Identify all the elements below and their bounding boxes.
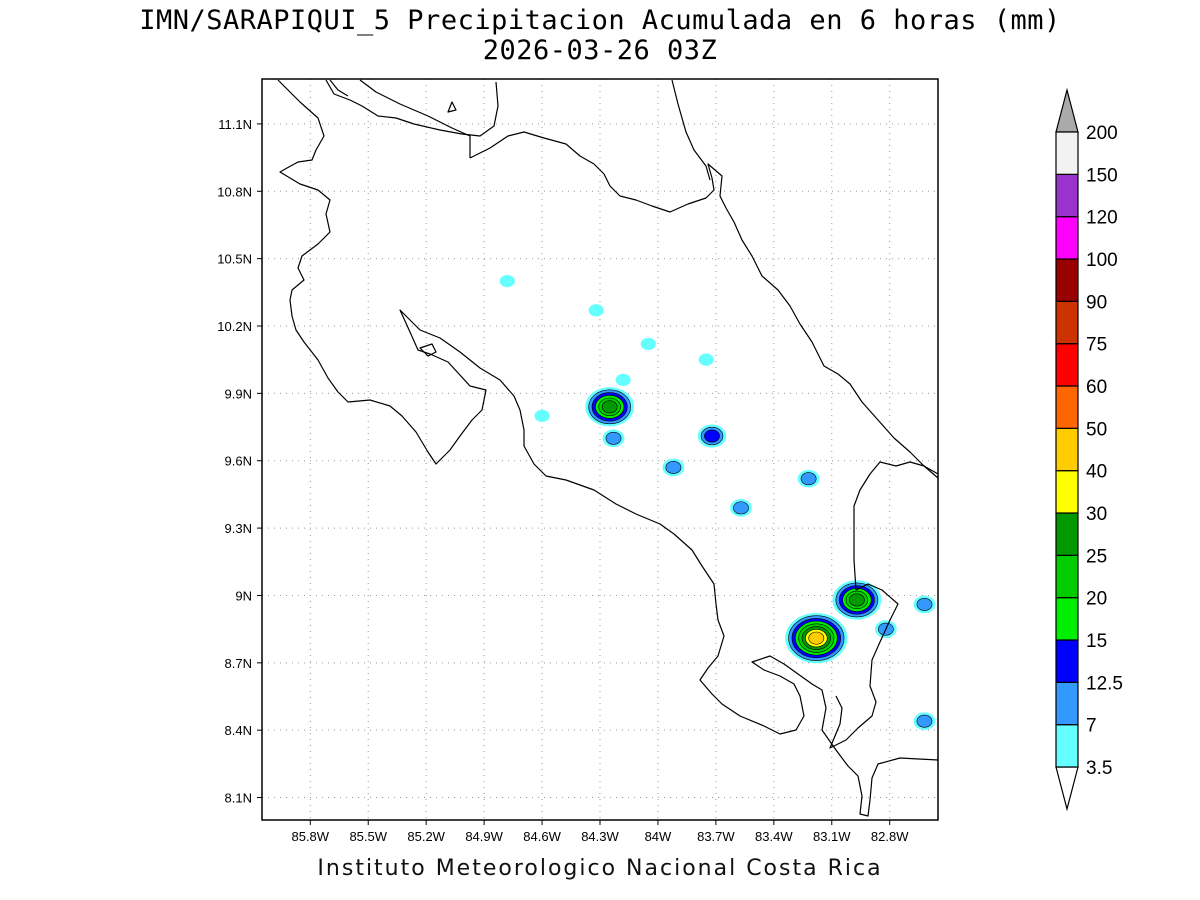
lon-tick-label: 83.1W (813, 829, 851, 844)
precip-contour (704, 429, 720, 443)
colorbar-swatch (1055, 470, 1079, 514)
colorbar-label: 90 (1086, 292, 1107, 313)
colorbar-label: 15 (1086, 631, 1107, 652)
precip-contour (916, 598, 933, 611)
colorbar-label: 30 (1086, 504, 1107, 525)
lat-tick-label: 11.1N (218, 117, 252, 132)
precip-contour (534, 409, 550, 422)
colorbar-label: 60 (1086, 377, 1107, 398)
precip-cell (832, 580, 882, 620)
colorbar-label: 40 (1086, 462, 1107, 483)
lon-tick-label: 84.3W (581, 829, 619, 844)
map-frame (261, 78, 939, 821)
lon-tick-label: 83.7W (697, 829, 735, 844)
colorbar-swatch (1055, 597, 1079, 641)
precip-contour (808, 631, 825, 645)
precip-cell (585, 387, 635, 427)
colorbar-swatch (1055, 639, 1079, 683)
lat-tick-label: 10.5N (217, 252, 252, 267)
precip-contour (849, 593, 865, 607)
precip-cell (730, 499, 752, 517)
colorbar-swatch (1055, 300, 1079, 345)
colorbar-label: 3.5 (1086, 758, 1112, 779)
precip-cell (534, 409, 550, 422)
precip-contour (800, 472, 817, 486)
map-title: IMN/SARAPIQUI_5 Precipitacion Acumulada … (139, 5, 1061, 36)
colorbar-label: 25 (1086, 546, 1107, 567)
colorbar-swatch (1055, 427, 1079, 472)
colorbar-swatch (1055, 724, 1079, 768)
precip-contour (605, 431, 622, 445)
lon-tick-label: 85.5W (349, 829, 387, 844)
precip-cell (602, 429, 625, 448)
lon-tick-label: 82.8W (871, 829, 909, 844)
precip-contour (916, 714, 933, 728)
colorbar-label: 200 (1086, 123, 1118, 144)
colorbar-swatch (1055, 258, 1079, 302)
precip-contour (615, 373, 631, 387)
colorbar-label: 7 (1086, 716, 1097, 737)
lat-tick-label: 9.6N (225, 454, 252, 469)
precip-cell (640, 337, 656, 351)
precip-contour (733, 501, 749, 515)
lat-tick-label: 10.2N (217, 319, 252, 334)
lon-tick-label: 84W (645, 829, 672, 844)
colorbar-swatch (1055, 343, 1079, 387)
coastline (277, 79, 939, 817)
lon-tick-label: 85.8W (291, 829, 329, 844)
precip-cell (697, 424, 727, 448)
precip-cell (913, 712, 936, 731)
lat-tick-label: 9.3N (225, 521, 252, 536)
lon-tick-label: 84.9W (465, 829, 503, 844)
colorbar-label: 75 (1086, 335, 1107, 356)
graticule (262, 79, 938, 820)
lat-tick-label: 8.1N (225, 791, 252, 806)
colorbar-label: 12.5 (1086, 673, 1123, 694)
precipitation-field (499, 274, 936, 731)
colorbar-swatch (1055, 385, 1079, 429)
colorbar-swatch (1055, 131, 1079, 175)
lat-tick-label: 8.7N (225, 656, 252, 671)
precip-contour (601, 400, 618, 414)
precip-cell (785, 612, 848, 664)
precip-cell (615, 373, 631, 387)
colorbar-swatch (1055, 216, 1079, 260)
colorbar-label: 150 (1086, 165, 1118, 186)
precip-contour (640, 337, 656, 351)
precip-cell (499, 274, 515, 288)
lat-tick-label: 8.4N (225, 723, 252, 738)
latitude-axis: 8.1N 8.4N 8.7N 9N 9.3N 9.6N 9.9N 10.2N 10.5N 10.8… (217, 117, 262, 806)
colorbar-swatch (1055, 173, 1079, 218)
colorbar-over-triangle (1055, 87, 1079, 133)
precip-cell (913, 595, 936, 614)
colorbar-swatch (1055, 554, 1079, 599)
precip-cell (698, 353, 714, 366)
longitude-axis: 85.8W 85.5W 85.2W 84.9W 84.6W 84.3W 84W 83.7W 83… (291, 820, 909, 844)
footer-credit: Instituto Meteorologico Nacional Costa R… (317, 856, 883, 881)
colorbar-legend: 3.5 7 12.5 15 20 25 30 40 50 60 75 90 100 120 150 200 (1055, 87, 1123, 812)
precip-cell (797, 469, 820, 488)
colorbar-label: 50 (1086, 419, 1107, 440)
colorbar-label: 120 (1086, 208, 1118, 229)
lon-tick-label: 83.4W (755, 829, 793, 844)
map-valid-time: 2026-03-26 03Z (482, 35, 718, 66)
colorbar-under-triangle (1055, 766, 1079, 812)
lon-tick-label: 84.6W (523, 829, 561, 844)
colorbar-label: 20 (1086, 589, 1107, 610)
lat-tick-label: 9.9N (225, 386, 252, 401)
colorbar-swatch (1055, 512, 1079, 556)
precip-contour (499, 274, 515, 288)
precip-contour (698, 353, 714, 366)
lat-tick-label: 9N (235, 588, 252, 603)
precip-contour (588, 304, 604, 317)
precip-cell (588, 304, 604, 317)
colorbar-swatch (1055, 681, 1079, 726)
lon-tick-label: 85.2W (407, 829, 445, 844)
precip-contour (665, 461, 682, 474)
lat-tick-label: 10.8N (217, 184, 252, 199)
colorbar-label: 100 (1086, 250, 1118, 271)
precip-cell (662, 458, 685, 477)
